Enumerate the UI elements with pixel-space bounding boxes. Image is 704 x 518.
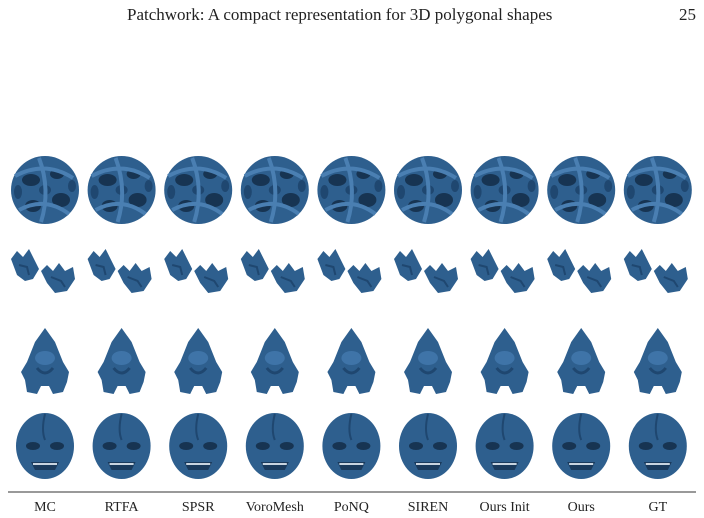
column-label: PoNQ <box>334 500 369 515</box>
knot-render <box>162 154 235 226</box>
head-render <box>91 412 152 480</box>
knot-render <box>621 154 694 226</box>
hands-render <box>86 248 153 294</box>
head-render <box>15 412 75 480</box>
column-label: Ours Init <box>480 500 530 515</box>
knot-render <box>545 154 618 226</box>
gnome-render <box>632 326 684 396</box>
head-render <box>244 412 305 480</box>
gnome-render <box>555 326 607 396</box>
column-label: VoroMesh <box>246 500 304 515</box>
hands-render <box>622 248 689 294</box>
hands-render <box>10 248 76 294</box>
gnome-render <box>96 326 148 396</box>
running-title: Patchwork: A compact representation for … <box>127 5 553 24</box>
column-label: SPSR <box>182 500 215 515</box>
head-render <box>321 412 382 480</box>
head-render <box>551 412 612 480</box>
head-render <box>398 412 458 480</box>
gnome-render <box>325 326 377 396</box>
gnome-render <box>19 326 71 396</box>
knot-render <box>392 154 464 226</box>
gnome-render <box>172 326 224 396</box>
hands-render <box>163 248 230 294</box>
hands-render <box>546 248 613 294</box>
gnome-render <box>249 326 301 396</box>
column-label: GT <box>648 500 667 515</box>
knot-render <box>238 154 311 226</box>
hands-render <box>239 248 306 294</box>
head-render <box>627 412 688 480</box>
column-label: SIREN <box>408 500 448 515</box>
hands-render <box>316 248 383 294</box>
knot-render <box>468 154 541 226</box>
head-render <box>168 412 229 480</box>
hands-render <box>393 248 459 294</box>
hands-render <box>469 248 536 294</box>
gnome-render <box>479 326 531 396</box>
knot-render <box>9 154 81 226</box>
gnome-render <box>402 326 454 396</box>
page-number: 25 <box>679 5 696 24</box>
head-render <box>474 412 535 480</box>
knot-render <box>85 154 158 226</box>
column-label: MC <box>34 500 56 515</box>
knot-render <box>315 154 388 226</box>
column-label: Ours <box>568 500 595 515</box>
column-label: RTFA <box>105 500 140 515</box>
